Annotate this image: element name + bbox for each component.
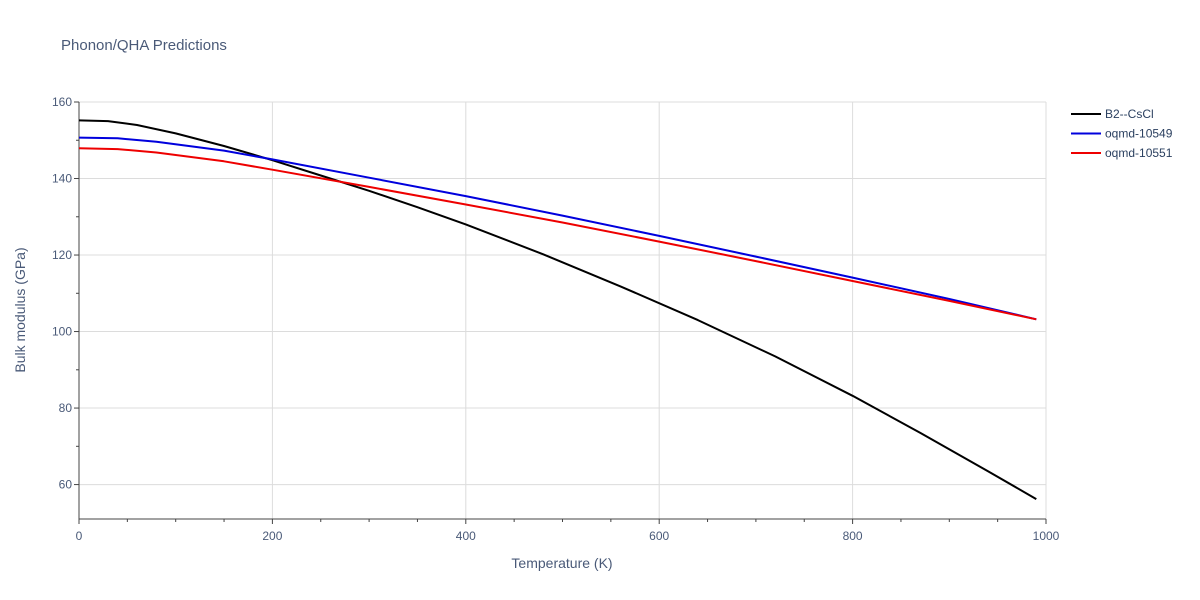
y-tick-label: 60 <box>59 478 73 492</box>
x-tick-label: 1000 <box>1033 529 1060 543</box>
y-tick-label: 100 <box>52 325 72 339</box>
series-lines <box>78 119 1037 500</box>
legend-item[interactable]: B2--CsCl <box>1071 107 1154 121</box>
x-tick-label: 600 <box>649 529 669 543</box>
legend-label: oqmd-10551 <box>1105 146 1173 160</box>
x-axis-label: Temperature (K) <box>511 555 612 571</box>
series-line-oqmd-10549 <box>78 136 1037 321</box>
legend-item[interactable]: oqmd-10549 <box>1071 127 1173 141</box>
grid <box>79 101 1047 519</box>
chart-title: Phonon/QHA Predictions <box>61 37 227 54</box>
y-tick-label: 80 <box>59 401 73 415</box>
legend-label: B2--CsCl <box>1105 107 1154 121</box>
legend-label: oqmd-10549 <box>1105 127 1173 141</box>
series-line-oqmd-10551 <box>78 147 1037 321</box>
legend-item[interactable]: oqmd-10551 <box>1071 146 1173 160</box>
axes: 0 200 400 600 800 1000 60 80 100 120 140 160 <box>52 95 1060 543</box>
y-tick-label: 120 <box>52 248 72 262</box>
x-tick-label: 400 <box>456 529 476 543</box>
x-tick-label: 200 <box>262 529 282 543</box>
y-tick-label: 140 <box>52 172 72 186</box>
y-axis-label: Bulk modulus (GPa) <box>12 247 28 372</box>
x-tick-label: 0 <box>76 529 83 543</box>
legend[interactable]: B2--CsCl oqmd-10549 oqmd-10551 <box>1071 107 1173 160</box>
series-line-b2-cscl <box>78 119 1037 500</box>
y-tick-label: 160 <box>52 95 72 109</box>
x-tick-label: 800 <box>843 529 863 543</box>
